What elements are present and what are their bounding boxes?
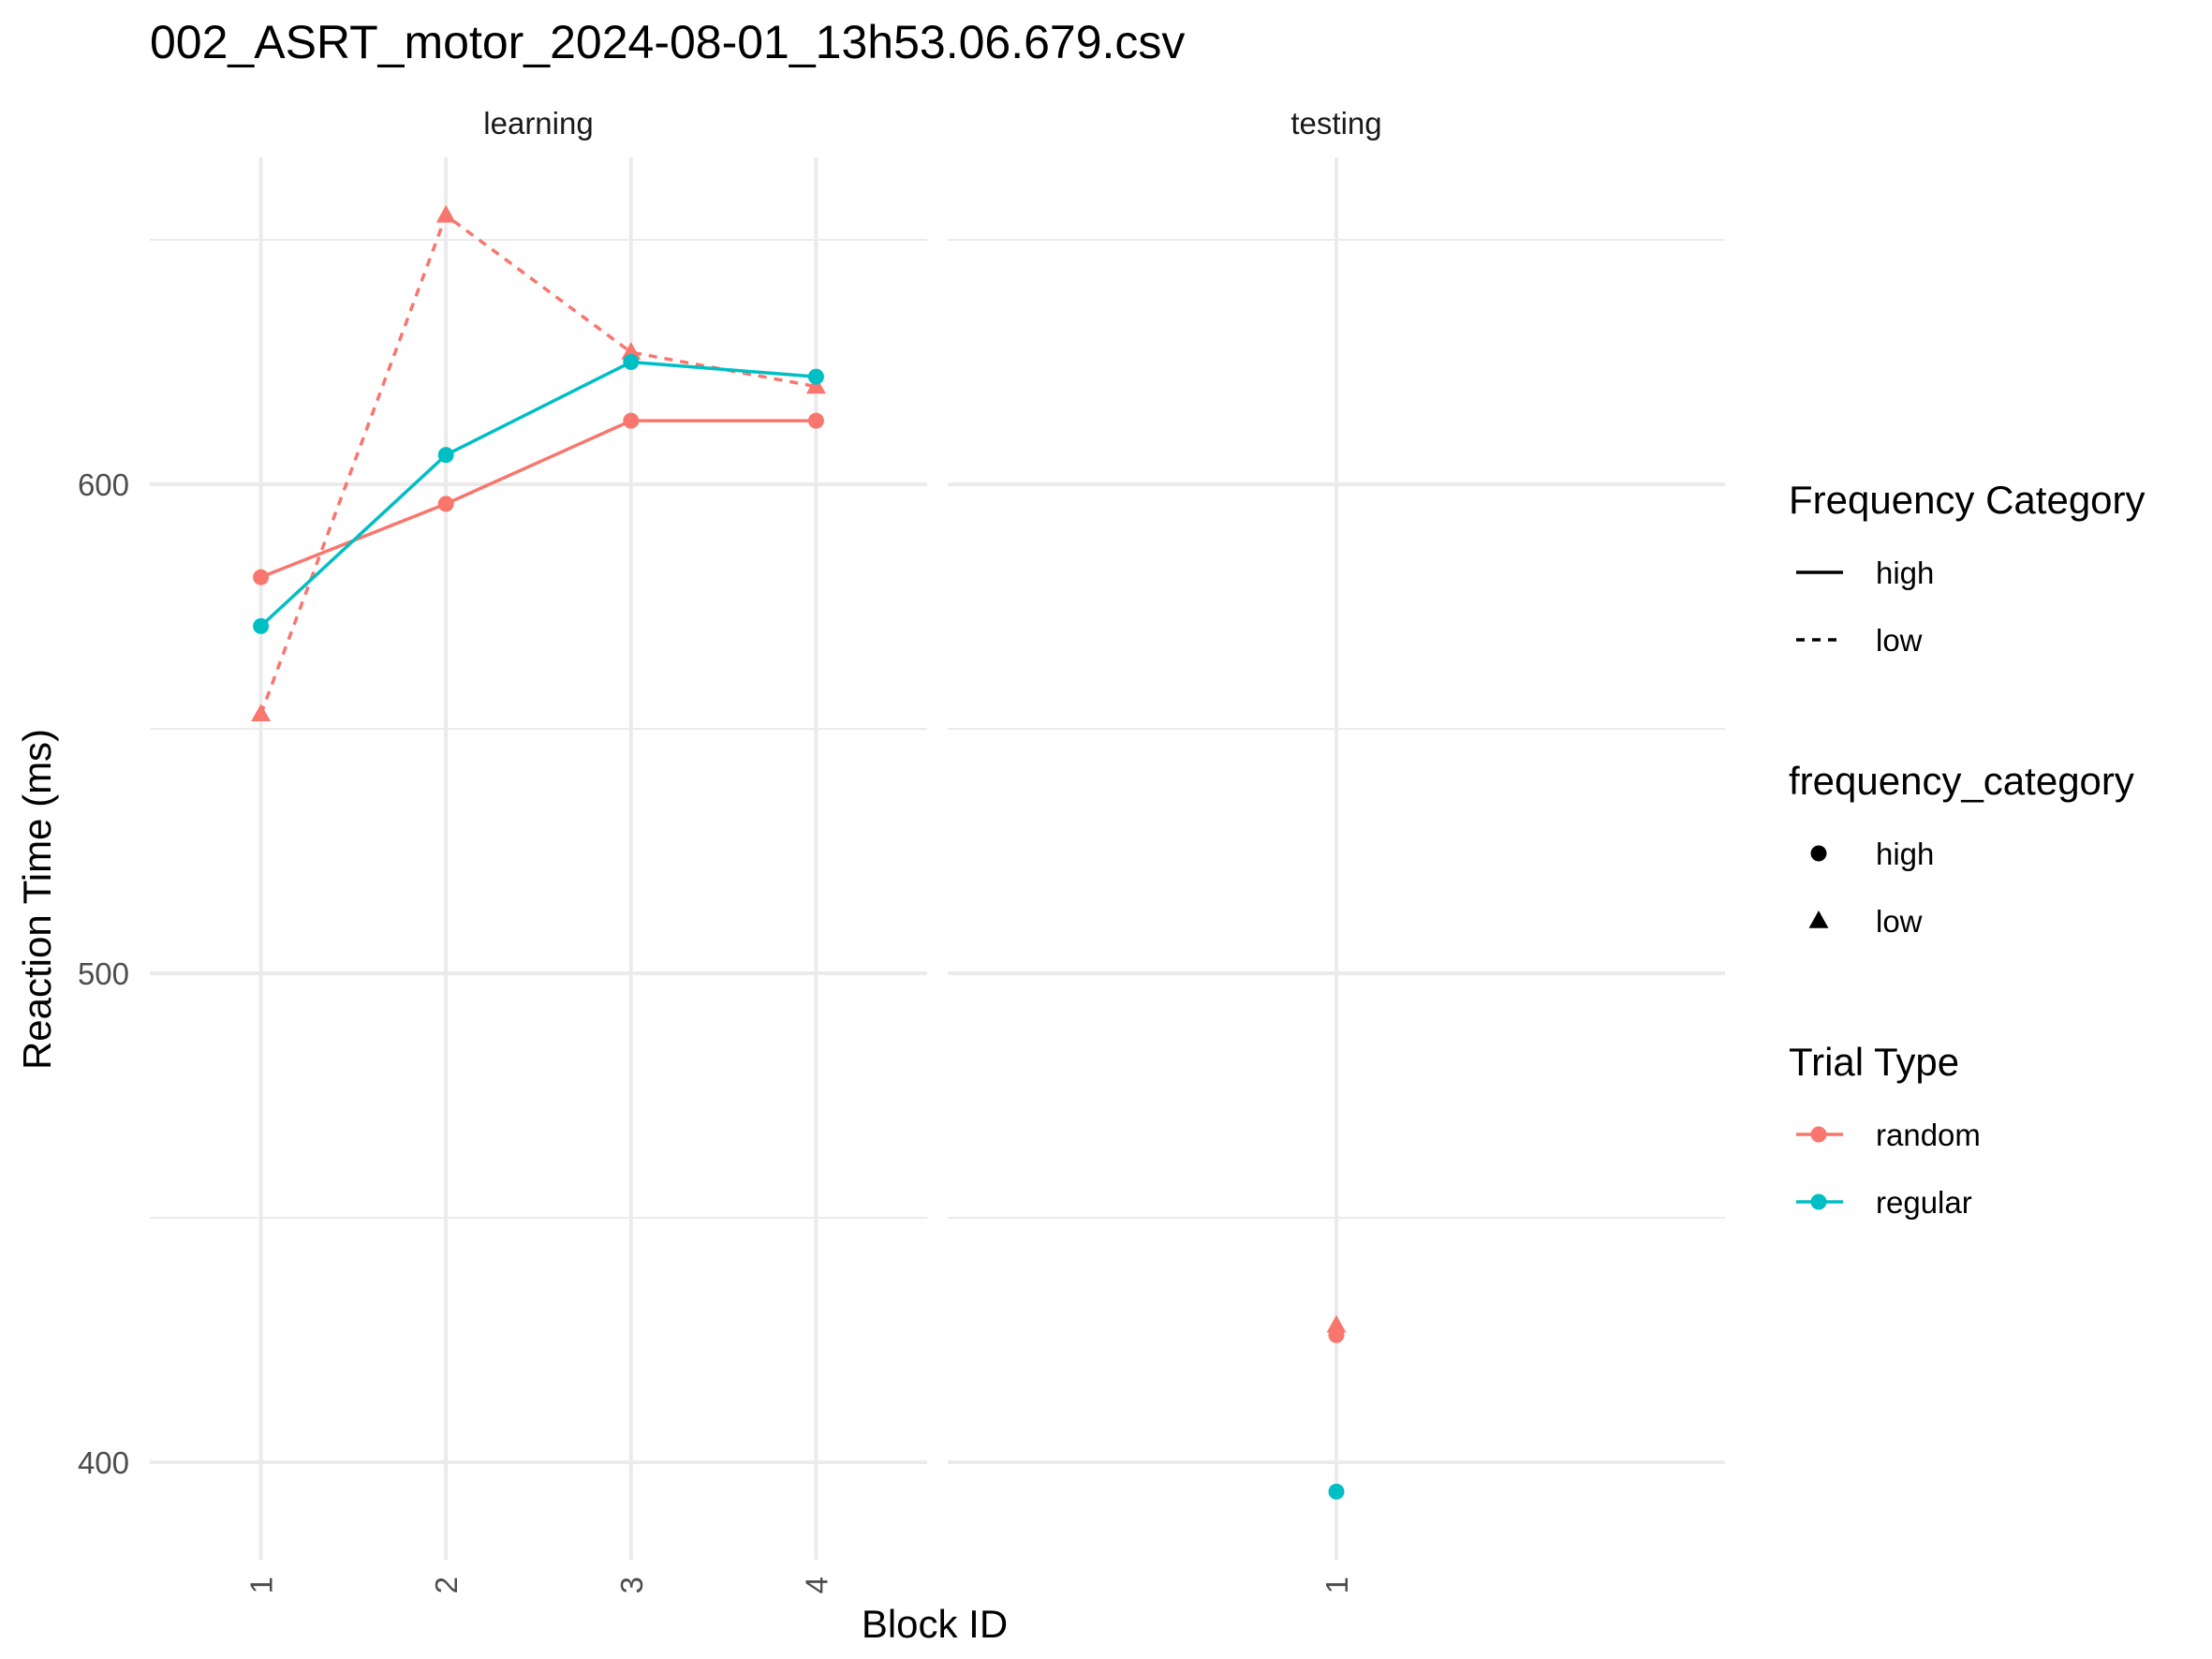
data-point-random-low <box>621 342 641 360</box>
legend-title: frequency_category <box>1789 759 2134 803</box>
data-point-random-high <box>623 412 640 429</box>
chart-title: 002_ASRT_motor_2024-08-01_13h53.06.679.c… <box>150 16 1185 68</box>
legend-label: low <box>1876 623 1923 658</box>
data-point-random-high <box>807 412 824 429</box>
data-point-regular-high <box>623 354 640 370</box>
data-point-regular-high <box>253 617 270 634</box>
data-point-random-low <box>805 376 826 394</box>
panel-learning: learning 1 2 3 4 400 500 600 <box>78 106 927 1593</box>
series-line-random-high <box>259 419 817 579</box>
legend-label: regular <box>1876 1185 1972 1220</box>
legend-label: low <box>1876 904 1923 939</box>
legend-title: Frequency Category <box>1789 478 2146 522</box>
legends: Frequency Categoryhighlowfrequency_categ… <box>1789 478 2146 1220</box>
legend-key-triangle <box>1808 911 1829 928</box>
x-tick-label: 4 <box>799 1577 833 1593</box>
legend-key-point-regular <box>1810 1193 1827 1210</box>
legend-linetype: Frequency Category high low <box>1789 478 2146 658</box>
data-point-random-low <box>251 704 272 722</box>
data-point-regular-high <box>807 368 824 385</box>
facet-strip-label: testing <box>1290 106 1381 141</box>
y-tick-label: 400 <box>78 1445 129 1480</box>
x-tick-label: 1 <box>244 1577 279 1593</box>
y-tick-label: 600 <box>78 467 129 502</box>
legend-label: high <box>1876 837 1934 871</box>
series-line-regular-high <box>259 360 817 628</box>
x-tick-label: 2 <box>429 1577 464 1593</box>
data-point-random-high <box>253 569 270 585</box>
legend-key-point-random <box>1810 1126 1827 1143</box>
x-axis-title: Block ID <box>862 1602 1008 1646</box>
legend-colour: Trial Type random regular <box>1789 1040 1981 1220</box>
series-line-random-low <box>258 213 817 715</box>
data-point-regular-high <box>1328 1483 1345 1500</box>
panel-testing: testing 1 <box>948 106 1725 1593</box>
legend-key-circle <box>1810 845 1827 862</box>
legend-label: random <box>1876 1118 1981 1152</box>
data-point-regular-high <box>437 447 454 464</box>
data-point-random-low <box>435 204 456 223</box>
legend-label: high <box>1876 555 1934 590</box>
y-axis-title: Reaction Time (ms) <box>15 729 59 1070</box>
facet-strip-label: learning <box>483 106 593 141</box>
data-point-random-low <box>1326 1314 1347 1333</box>
x-tick-label: 3 <box>614 1577 649 1593</box>
legend-title: Trial Type <box>1789 1040 1959 1084</box>
x-tick-label: 1 <box>1320 1577 1354 1593</box>
panels: learning 1 2 3 4 400 500 600 testing 1 <box>78 106 1725 1593</box>
data-point-random-high <box>437 496 454 512</box>
y-tick-label: 500 <box>78 956 129 991</box>
